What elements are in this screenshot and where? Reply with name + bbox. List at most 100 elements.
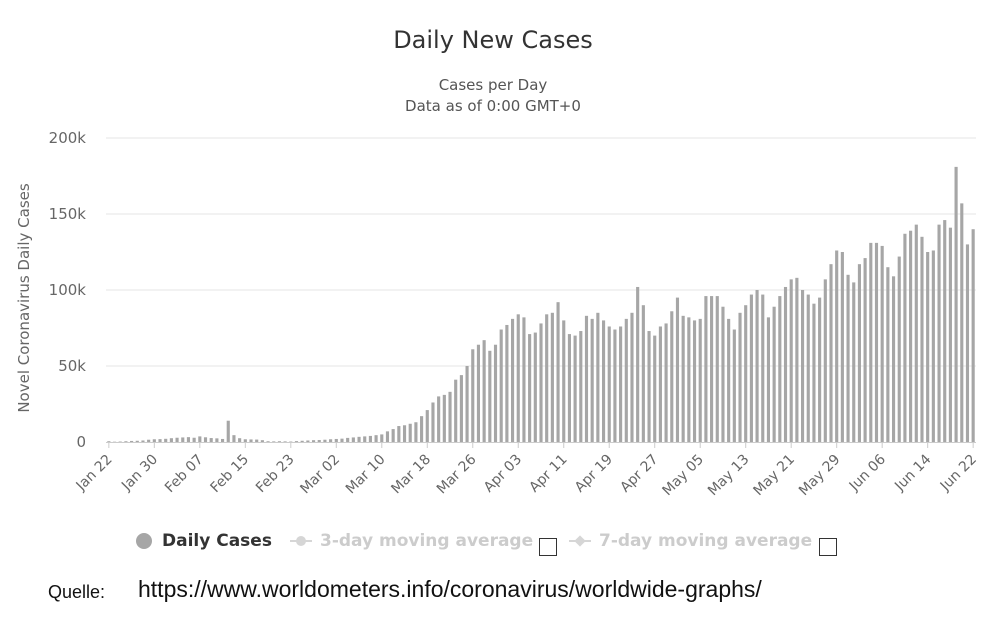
bar[interactable]: [704, 296, 708, 442]
bar[interactable]: [317, 440, 321, 442]
bar[interactable]: [203, 437, 208, 442]
bar[interactable]: [590, 318, 594, 442]
bar[interactable]: [596, 312, 600, 442]
bar[interactable]: [727, 318, 731, 442]
bar[interactable]: [801, 290, 805, 442]
bar[interactable]: [749, 294, 753, 442]
bar[interactable]: [772, 306, 776, 442]
bar[interactable]: [891, 276, 896, 442]
bar[interactable]: [294, 441, 299, 442]
bar[interactable]: [710, 296, 714, 442]
bar[interactable]: [420, 416, 424, 442]
bar[interactable]: [351, 437, 355, 442]
source-url[interactable]: https://www.worldometers.info/coronaviru…: [138, 576, 762, 602]
bar[interactable]: [835, 250, 839, 442]
bar[interactable]: [425, 410, 429, 442]
bar[interactable]: [545, 314, 549, 442]
bar[interactable]: [431, 402, 435, 442]
bar[interactable]: [277, 441, 281, 442]
bar[interactable]: [806, 294, 810, 442]
bar[interactable]: [965, 244, 970, 442]
bar[interactable]: [937, 224, 941, 442]
bar[interactable]: [630, 312, 634, 442]
bar[interactable]: [340, 438, 344, 442]
bar[interactable]: [414, 422, 418, 442]
bar[interactable]: [135, 440, 139, 442]
bar[interactable]: [829, 264, 833, 442]
bar[interactable]: [971, 229, 975, 442]
bar[interactable]: [402, 425, 407, 442]
bar[interactable]: [607, 326, 611, 442]
bar[interactable]: [789, 279, 793, 442]
bar[interactable]: [215, 438, 219, 442]
bar[interactable]: [766, 317, 771, 442]
bar[interactable]: [761, 294, 765, 442]
bar[interactable]: [476, 344, 481, 442]
bar[interactable]: [664, 323, 668, 442]
bar[interactable]: [465, 366, 469, 442]
bar[interactable]: [175, 437, 179, 442]
bar[interactable]: [823, 279, 827, 442]
legend-item-3-day-average[interactable]: 3-day moving average: [290, 531, 533, 551]
bar[interactable]: [926, 252, 930, 442]
bar[interactable]: [715, 296, 719, 442]
legend-item-7-day-average[interactable]: 7-day moving average: [569, 531, 812, 551]
bar[interactable]: [272, 441, 276, 442]
bar[interactable]: [874, 242, 879, 442]
bar[interactable]: [613, 329, 617, 442]
bar[interactable]: [738, 312, 742, 442]
bar[interactable]: [186, 437, 191, 442]
bar[interactable]: [511, 318, 515, 442]
bar[interactable]: [209, 438, 213, 442]
bar[interactable]: [880, 245, 884, 442]
bar[interactable]: [107, 441, 111, 442]
bar[interactable]: [334, 438, 338, 442]
bar[interactable]: [283, 441, 287, 442]
bar[interactable]: [459, 375, 463, 442]
bar[interactable]: [778, 296, 782, 442]
bar[interactable]: [863, 258, 867, 442]
bar[interactable]: [346, 437, 350, 442]
bar[interactable]: [397, 426, 401, 442]
bar[interactable]: [721, 306, 725, 442]
bar[interactable]: [181, 437, 185, 442]
bar[interactable]: [488, 350, 492, 442]
bar[interactable]: [238, 438, 242, 442]
bar[interactable]: [158, 439, 162, 442]
bar[interactable]: [681, 315, 685, 442]
bar[interactable]: [675, 297, 680, 442]
bar[interactable]: [408, 423, 412, 442]
bar[interactable]: [374, 435, 378, 442]
bar[interactable]: [152, 439, 156, 442]
bar[interactable]: [311, 440, 316, 442]
bar[interactable]: [846, 274, 850, 442]
bar[interactable]: [948, 227, 952, 442]
bar[interactable]: [329, 439, 333, 442]
bar[interactable]: [943, 220, 947, 442]
bar[interactable]: [124, 441, 128, 442]
bar[interactable]: [698, 318, 702, 442]
bar[interactable]: [266, 441, 270, 442]
bar[interactable]: [903, 233, 907, 442]
bar[interactable]: [391, 429, 395, 442]
bar[interactable]: [619, 326, 623, 442]
bar[interactable]: [931, 250, 935, 442]
bar[interactable]: [909, 230, 913, 442]
bar[interactable]: [840, 252, 844, 442]
bar[interactable]: [300, 440, 304, 442]
bar[interactable]: [141, 440, 145, 442]
bar[interactable]: [357, 436, 361, 442]
bar[interactable]: [783, 286, 788, 442]
bar[interactable]: [516, 314, 520, 442]
bar[interactable]: [505, 324, 509, 442]
bar[interactable]: [482, 340, 486, 442]
bar[interactable]: [641, 305, 645, 442]
bar[interactable]: [573, 335, 577, 442]
bar[interactable]: [164, 438, 168, 442]
bar[interactable]: [471, 349, 475, 442]
bar[interactable]: [539, 323, 543, 442]
bar[interactable]: [852, 282, 856, 442]
bar[interactable]: [914, 224, 918, 442]
bar[interactable]: [624, 318, 628, 442]
bar[interactable]: [920, 236, 924, 442]
